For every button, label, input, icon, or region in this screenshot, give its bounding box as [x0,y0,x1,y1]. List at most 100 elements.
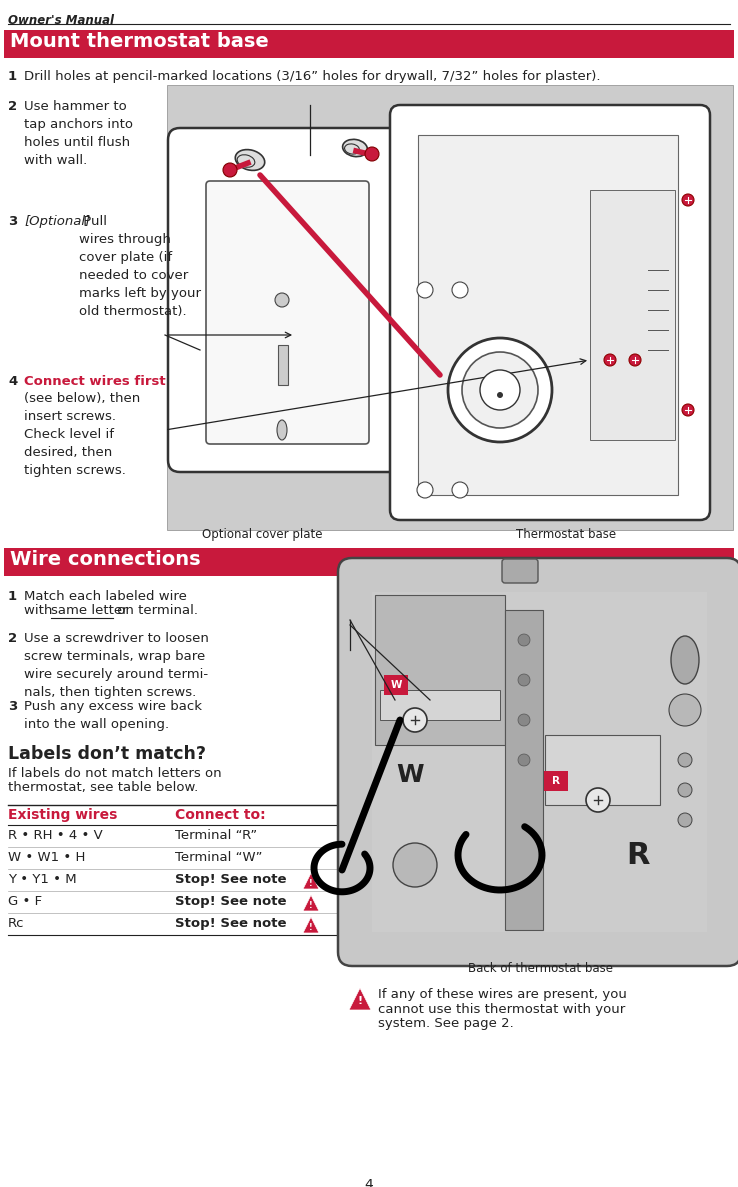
Circle shape [452,283,468,298]
Text: Push any excess wire back
into the wall opening.: Push any excess wire back into the wall … [24,700,202,731]
Polygon shape [303,895,319,910]
Ellipse shape [342,139,368,157]
Circle shape [518,715,530,726]
Text: Stop! See note: Stop! See note [175,872,286,886]
Bar [418,135,678,495]
Circle shape [518,674,530,686]
Text: R: R [552,776,560,786]
Ellipse shape [671,636,699,684]
Circle shape [275,293,289,307]
Text: !: ! [309,878,313,888]
Text: W • W1 • H: W • W1 • H [8,851,86,864]
Circle shape [223,163,237,177]
Text: Use hammer to
tap anchors into
holes until flush
with wall.: Use hammer to tap anchors into holes unt… [24,100,133,167]
Polygon shape [349,988,371,1010]
Bar [590,190,675,440]
Text: If labels do not match letters on: If labels do not match letters on [8,767,221,780]
Text: Rc: Rc [8,918,24,929]
FancyBboxPatch shape [206,180,369,444]
Text: R: R [627,840,649,870]
Text: !: ! [309,922,313,932]
Text: Pull
wires through
cover plate (if
needed to cover
marks left by your
old thermo: Pull wires through cover plate (if neede… [79,215,201,318]
Text: cannot use this thermostat with your: cannot use this thermostat with your [378,1003,625,1016]
Bar [505,610,543,929]
Text: 4: 4 [365,1178,373,1187]
Circle shape [678,753,692,767]
FancyBboxPatch shape [338,558,738,966]
Circle shape [480,370,520,410]
Text: Connect to:: Connect to: [175,808,266,823]
Circle shape [448,338,552,442]
FancyBboxPatch shape [384,675,408,696]
Text: 2: 2 [8,631,17,645]
Bar [167,85,733,531]
Text: W: W [390,680,401,690]
Text: 4: 4 [8,375,17,388]
Text: Mount thermostat base: Mount thermostat base [10,32,269,51]
Circle shape [518,634,530,646]
Bar [375,595,505,745]
Text: Owner's Manual: Owner's Manual [8,14,114,27]
Text: 2: 2 [8,100,17,113]
Text: on terminal.: on terminal. [113,604,198,617]
Text: !: ! [309,901,313,909]
Ellipse shape [235,150,265,171]
Circle shape [682,193,694,207]
Circle shape [452,482,468,499]
Bar [380,690,500,721]
Text: Stop! See note: Stop! See note [175,895,286,908]
Circle shape [669,694,701,726]
Text: Terminal “R”: Terminal “R” [175,829,258,842]
Circle shape [682,404,694,415]
Circle shape [393,843,437,887]
Text: 3: 3 [8,215,17,228]
Text: Optional cover plate: Optional cover plate [201,528,323,541]
Text: G • F: G • F [8,895,42,908]
Text: Use a screwdriver to loosen
screw terminals, wrap bare
wire securely around term: Use a screwdriver to loosen screw termin… [24,631,209,699]
Circle shape [365,147,379,161]
Bar [372,592,707,932]
Text: Connect wires first: Connect wires first [24,375,165,388]
FancyBboxPatch shape [168,128,417,472]
Text: 1: 1 [8,70,17,83]
Text: (see below), then
insert screws.
Check level if
desired, then
tighten screws.: (see below), then insert screws. Check l… [24,392,140,477]
Circle shape [629,354,641,366]
Text: Match each labeled wire: Match each labeled wire [24,590,187,603]
Bar [4,30,734,58]
Text: W: W [396,763,424,787]
Bar [278,345,288,385]
FancyBboxPatch shape [544,772,568,791]
Text: If any of these wires are present, you: If any of these wires are present, you [378,988,627,1001]
Text: R • RH • 4 • V: R • RH • 4 • V [8,829,103,842]
FancyBboxPatch shape [502,559,538,583]
Text: !: ! [357,996,362,1007]
Text: Terminal “W”: Terminal “W” [175,851,263,864]
Text: Stop! See note: Stop! See note [175,918,286,929]
Polygon shape [303,918,319,933]
Circle shape [678,813,692,827]
Text: 1: 1 [8,590,17,603]
Bar [345,572,733,961]
Text: Drill holes at pencil-marked locations (3/16” holes for drywall, 7/32” holes for: Drill holes at pencil-marked locations (… [24,70,601,83]
Text: Existing wires: Existing wires [8,808,117,823]
Circle shape [417,283,433,298]
Bar [4,548,734,576]
Text: Wire connections: Wire connections [10,550,201,569]
Circle shape [497,392,503,398]
Circle shape [518,754,530,766]
Text: with: with [24,604,57,617]
FancyBboxPatch shape [390,104,710,520]
Bar [545,735,660,805]
Text: system. See page 2.: system. See page 2. [378,1017,514,1030]
Text: Labels don’t match?: Labels don’t match? [8,745,206,763]
Circle shape [586,788,610,812]
Text: Back of thermostat base: Back of thermostat base [469,961,613,975]
Polygon shape [303,872,319,889]
Text: Thermostat base: Thermostat base [516,528,616,541]
Circle shape [417,482,433,499]
Ellipse shape [277,420,287,440]
Text: [Optional]: [Optional] [24,215,90,228]
Circle shape [403,707,427,732]
Text: same letter: same letter [51,604,128,617]
Circle shape [462,353,538,429]
